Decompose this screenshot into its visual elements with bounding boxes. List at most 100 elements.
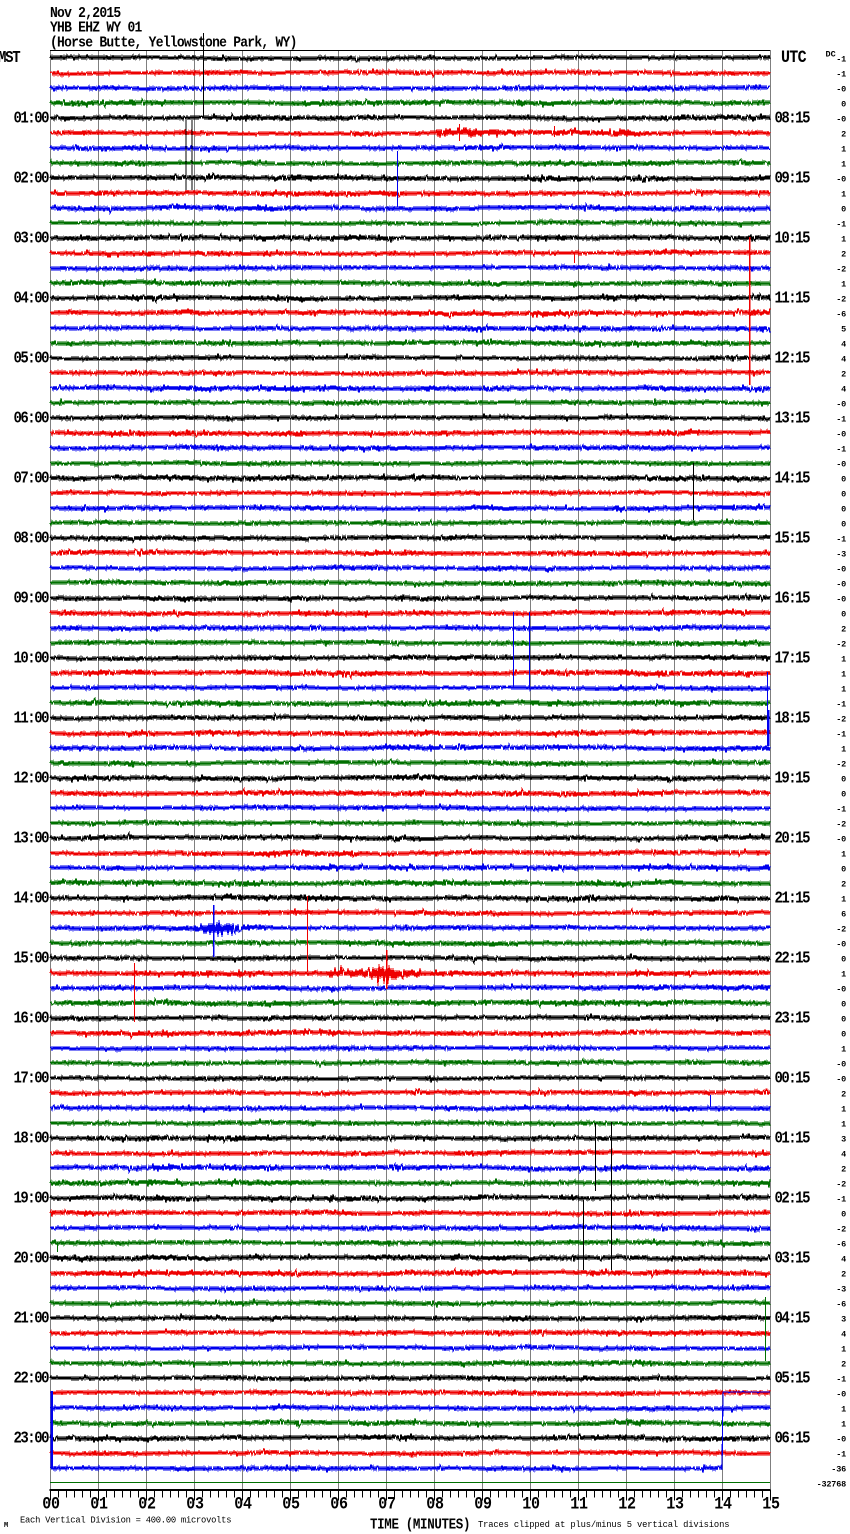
svg-text:21:15: 21:15 xyxy=(775,888,811,908)
svg-text:16:15: 16:15 xyxy=(775,588,811,608)
svg-text:09:15: 09:15 xyxy=(775,168,811,188)
svg-text:12: 12 xyxy=(618,1495,636,1514)
svg-text:11: 11 xyxy=(570,1495,588,1514)
svg-text:0: 0 xyxy=(841,205,846,215)
svg-text:0: 0 xyxy=(841,490,846,500)
svg-text:23:15: 23:15 xyxy=(775,1008,811,1028)
svg-text:1: 1 xyxy=(841,1420,846,1430)
svg-text:6: 6 xyxy=(841,910,846,920)
svg-text:10:15: 10:15 xyxy=(775,228,811,248)
svg-text:-0: -0 xyxy=(836,985,846,995)
svg-text:0: 0 xyxy=(841,1000,846,1010)
svg-text:YHB EHZ WY 01: YHB EHZ WY 01 xyxy=(50,20,142,37)
svg-text:-1: -1 xyxy=(836,445,846,455)
svg-text:-0: -0 xyxy=(836,835,846,845)
svg-text:10: 10 xyxy=(522,1495,540,1514)
svg-text:1: 1 xyxy=(841,1045,846,1055)
svg-text:0: 0 xyxy=(841,865,846,875)
svg-text:17:15: 17:15 xyxy=(775,648,811,668)
svg-text:-6: -6 xyxy=(836,1300,846,1310)
svg-text:1: 1 xyxy=(841,145,846,155)
svg-text:-3: -3 xyxy=(836,1285,846,1295)
svg-text:1: 1 xyxy=(841,745,846,755)
svg-text:07: 07 xyxy=(378,1495,396,1514)
svg-text:1: 1 xyxy=(841,280,846,290)
svg-text:5: 5 xyxy=(841,325,846,335)
svg-text:13:15: 13:15 xyxy=(775,408,811,428)
svg-text:09: 09 xyxy=(474,1495,492,1514)
svg-text:2: 2 xyxy=(841,1360,846,1370)
svg-text:0: 0 xyxy=(841,100,846,110)
svg-text:-1: -1 xyxy=(836,1375,846,1385)
svg-text:01: 01 xyxy=(90,1495,108,1514)
svg-text:04: 04 xyxy=(234,1495,252,1514)
svg-text:03: 03 xyxy=(186,1495,204,1514)
svg-text:03:15: 03:15 xyxy=(775,1248,811,1268)
svg-text:-1: -1 xyxy=(836,415,846,425)
svg-text:3: 3 xyxy=(841,1315,846,1325)
svg-text:22:15: 22:15 xyxy=(775,948,811,968)
svg-text:2: 2 xyxy=(841,1090,846,1100)
svg-text:-0: -0 xyxy=(836,565,846,575)
svg-text:-0: -0 xyxy=(836,1390,846,1400)
svg-text:-2: -2 xyxy=(836,265,846,275)
svg-text:09:00: 09:00 xyxy=(14,588,50,608)
svg-text:16:00: 16:00 xyxy=(14,1008,50,1028)
svg-text:20:00: 20:00 xyxy=(14,1248,50,1268)
svg-text:-0: -0 xyxy=(836,115,846,125)
svg-text:22:00: 22:00 xyxy=(14,1368,50,1388)
svg-text:19:00: 19:00 xyxy=(14,1188,50,1208)
svg-text:08: 08 xyxy=(426,1495,444,1514)
svg-text:0: 0 xyxy=(841,775,846,785)
svg-text:01:00: 01:00 xyxy=(14,108,50,128)
svg-text:-0: -0 xyxy=(836,580,846,590)
svg-text:0: 0 xyxy=(841,1015,846,1025)
svg-text:13:00: 13:00 xyxy=(14,828,50,848)
svg-text:2: 2 xyxy=(841,1270,846,1280)
svg-text:-0: -0 xyxy=(836,175,846,185)
svg-text:0: 0 xyxy=(841,1030,846,1040)
svg-text:18:15: 18:15 xyxy=(775,708,811,728)
svg-text:0: 0 xyxy=(841,955,846,965)
svg-text:Nov 2,2015: Nov 2,2015 xyxy=(50,5,121,22)
svg-text:00: 00 xyxy=(42,1495,60,1514)
svg-text:(Horse Butte, Yellowstone Park: (Horse Butte, Yellowstone Park, WY) xyxy=(50,35,297,52)
svg-text:-1: -1 xyxy=(836,1450,846,1460)
svg-text:04:00: 04:00 xyxy=(14,288,50,308)
svg-text:-2: -2 xyxy=(836,760,846,770)
svg-text:10:00: 10:00 xyxy=(14,648,50,668)
svg-text:07:00: 07:00 xyxy=(14,468,50,488)
svg-text:2: 2 xyxy=(841,250,846,260)
svg-text:-0: -0 xyxy=(836,400,846,410)
svg-text:Each Vertical Division = 400.: Each Vertical Division = 400.00 microvol… xyxy=(20,1516,231,1526)
svg-text:4: 4 xyxy=(841,355,846,365)
svg-text:06:00: 06:00 xyxy=(14,408,50,428)
svg-text:05: 05 xyxy=(282,1495,300,1514)
svg-text:1: 1 xyxy=(841,1405,846,1415)
svg-text:-0: -0 xyxy=(836,1075,846,1085)
svg-text:-2: -2 xyxy=(836,925,846,935)
svg-text:14:00: 14:00 xyxy=(14,888,50,908)
svg-text:05:00: 05:00 xyxy=(14,348,50,368)
svg-text:-6: -6 xyxy=(836,1240,846,1250)
svg-text:-1: -1 xyxy=(836,220,846,230)
svg-text:4: 4 xyxy=(841,1255,846,1265)
svg-text:1: 1 xyxy=(841,970,846,980)
svg-text:11:00: 11:00 xyxy=(14,708,50,728)
svg-text:2: 2 xyxy=(841,880,846,890)
svg-text:-0: -0 xyxy=(836,1060,846,1070)
svg-text:-32768: -32768 xyxy=(817,1480,847,1490)
svg-text:2: 2 xyxy=(841,1165,846,1175)
svg-text:02:15: 02:15 xyxy=(775,1188,811,1208)
svg-text:02: 02 xyxy=(138,1495,156,1514)
svg-text:1: 1 xyxy=(841,685,846,695)
svg-text:13: 13 xyxy=(666,1495,684,1514)
svg-text:-2: -2 xyxy=(836,715,846,725)
svg-text:14: 14 xyxy=(714,1495,732,1514)
svg-text:0: 0 xyxy=(841,790,846,800)
svg-text:18:00: 18:00 xyxy=(14,1128,50,1148)
svg-text:-2: -2 xyxy=(836,295,846,305)
svg-text:0: 0 xyxy=(841,475,846,485)
svg-text:MST: MST xyxy=(0,48,20,68)
svg-text:1: 1 xyxy=(841,895,846,905)
